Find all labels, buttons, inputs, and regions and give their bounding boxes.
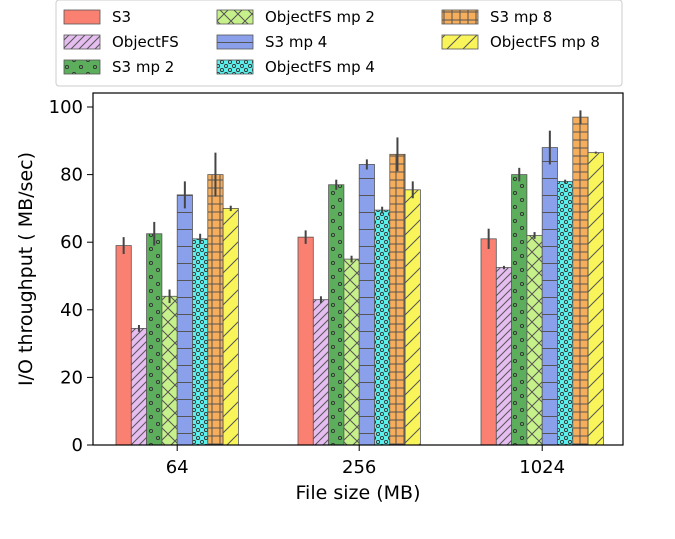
legend-swatch-outline [441, 34, 479, 50]
legend-item: ObjectFS mp 2 [216, 8, 375, 26]
bar [495, 267, 512, 446]
legend-label: S3 mp 4 [265, 33, 327, 51]
bars-layer [115, 116, 604, 446]
bar [511, 174, 528, 446]
legend-swatch-outline [216, 34, 254, 50]
plot-frame [92, 92, 624, 446]
bar [374, 209, 391, 446]
bar [343, 258, 360, 446]
bar [161, 295, 178, 446]
bar [222, 207, 239, 446]
bar-hatch [328, 184, 344, 446]
bar-hatch [572, 117, 589, 445]
legend-swatch-outline [216, 9, 254, 25]
bar-hatch [207, 174, 224, 445]
legend-item: S3 mp 2 [63, 58, 174, 76]
bar-hatch [496, 267, 512, 445]
bar-hatch [161, 296, 178, 445]
bar-hatch [405, 189, 421, 445]
legend-swatch-hatch [442, 35, 478, 49]
bar-hatch [542, 147, 558, 445]
legend-swatch-hatch [217, 35, 253, 49]
bar-hatch [146, 233, 162, 445]
bar-hatch [177, 194, 193, 445]
error-bars-layer [122, 110, 597, 332]
y-tick-label: 100 [49, 97, 83, 118]
legend-swatch-outline [441, 9, 479, 25]
legend-swatch-hatch [64, 35, 100, 49]
legend-label: ObjectFS mp 2 [265, 8, 375, 26]
bar-hatch [374, 210, 390, 445]
legend-item: ObjectFS mp 4 [216, 58, 375, 76]
bar [130, 327, 148, 446]
y-axis: 0 20 40 60 80 100 [49, 97, 93, 456]
legend-frame [55, 0, 623, 87]
legend-swatch-hatch [64, 60, 100, 74]
bar [557, 180, 574, 446]
legend-item: S3 mp 8 [441, 8, 552, 26]
legend-label: ObjectFS mp 4 [265, 58, 375, 76]
bar [404, 189, 421, 446]
bar [358, 164, 375, 446]
y-tick-label: 60 [60, 232, 83, 253]
bar-hatch [131, 328, 147, 445]
bar [526, 235, 543, 446]
bar-hatch [557, 181, 573, 446]
bar [480, 238, 497, 446]
y-tick-label: 0 [72, 435, 83, 456]
y-tick-label: 40 [60, 300, 83, 321]
bar-fill [116, 245, 132, 445]
legend-swatch-hatch [217, 60, 253, 74]
y-tick-label: 20 [60, 367, 83, 388]
legend-label: S3 [112, 8, 131, 26]
bar-hatch [313, 299, 329, 445]
bar [176, 194, 193, 446]
legend-label: S3 mp 2 [112, 58, 174, 76]
bar [572, 116, 589, 446]
bar [146, 233, 163, 446]
x-axis-title: File size (MB) [296, 482, 421, 504]
legend: S3 ObjectFS S3 mp 2 ObjectFS mp 2 S3 mp 4 Obj… [55, 0, 623, 87]
bar [587, 152, 604, 446]
bar-hatch [526, 235, 543, 445]
x-tick-label: 1024 [519, 457, 565, 478]
bar [312, 299, 329, 446]
bar-hatch [223, 208, 239, 445]
bar-hatch [192, 238, 208, 445]
legend-label: ObjectFS mp 8 [490, 33, 600, 51]
legend-swatch-outline [216, 59, 254, 75]
legend-item: S3 mp 4 [216, 33, 327, 51]
bar [389, 153, 406, 446]
x-tick-label: 256 [342, 457, 376, 478]
legend-swatch [64, 10, 100, 24]
bar [192, 238, 209, 446]
bar-hatch [389, 154, 406, 445]
legend-swatch-hatch [217, 10, 253, 24]
bar-fill [298, 237, 314, 445]
bar-fill [481, 238, 497, 445]
bar [328, 184, 345, 446]
y-tick-label: 80 [60, 165, 83, 186]
bar-hatch [511, 174, 527, 445]
legend-item: ObjectFS mp 8 [441, 33, 600, 51]
legend-swatch-outline [63, 59, 101, 75]
bar-hatch [343, 259, 360, 445]
legend-swatch-outline [63, 9, 101, 25]
bar-hatch [588, 152, 604, 445]
x-tick-label: 64 [166, 457, 189, 478]
legend-label: ObjectFS [112, 33, 179, 51]
bar [115, 245, 132, 446]
legend-swatch-hatch [442, 10, 478, 24]
legend-swatch-outline [63, 34, 101, 50]
legend-item: ObjectFS [63, 33, 179, 51]
bar [541, 147, 558, 446]
bar [297, 236, 314, 446]
legend-item: S3 [63, 8, 131, 26]
bar [207, 174, 224, 446]
bar-hatch [359, 164, 375, 445]
legend-label: S3 mp 8 [490, 8, 552, 26]
x-axis: 64 256 1024 [166, 445, 565, 478]
y-axis-title: I/O throughput ( MB/sec) [15, 152, 37, 386]
